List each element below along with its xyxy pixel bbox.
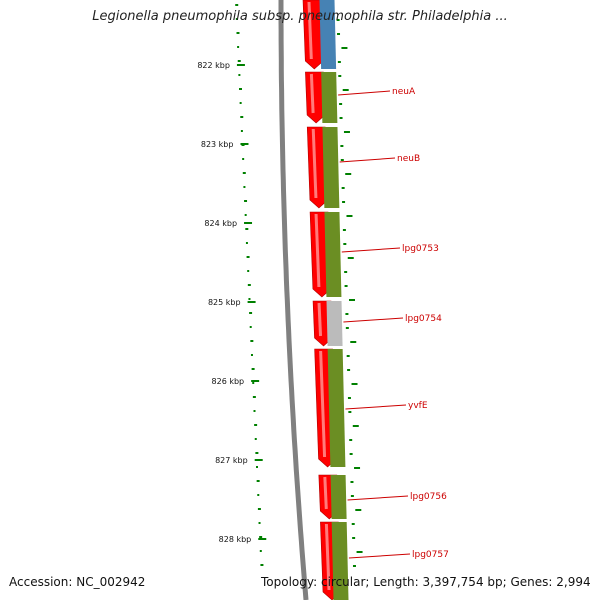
tick-label: 826 kbp [212,377,245,386]
tick-label: 822 kbp [197,61,230,70]
tick-label: 828 kbp [219,535,252,544]
cds-highlight [314,213,321,288]
gene-leader-line [347,495,409,501]
cds-highlight [324,523,331,591]
backbone-ring [278,0,309,600]
gene-label-lpg0757[interactable]: lpg0757 [412,550,449,560]
gene-leader-line [341,247,401,253]
gene-label-lpg0753[interactable]: lpg0753 [402,244,439,254]
cds-arrow [302,0,324,70]
cds-arrow [305,71,326,124]
gene-leader-line [345,404,407,410]
cog-segment [331,522,349,600]
cds-highlight [317,302,323,337]
tick-label: 827 kbp [215,456,248,465]
cog-segment [330,475,347,519]
gene-label-neuA[interactable]: neuA [392,87,416,97]
gene-leader-line [348,553,411,559]
accession-text: Accession: NC_002942 [9,575,146,589]
cds-highlight [319,350,327,458]
gene-label-neuB[interactable]: neuB [397,154,420,164]
gene-leader-line [343,317,404,323]
cds-highlight [309,73,315,114]
map-title: Legionella pneumophila subsp. pneumophil… [92,9,508,24]
cog-segment [321,72,338,123]
tick-label: 823 kbp [201,140,234,149]
cds-highlight [307,1,313,60]
tick-label: 825 kbp [208,298,241,307]
tick-label: 824 kbp [204,219,237,228]
topology-text: Topology: circular; Length: 3,397,754 bp… [261,575,591,589]
cog-segment [324,212,342,297]
cog-segment [326,301,343,346]
gene-leader-line [338,90,391,96]
cog-segment [327,349,346,467]
cds-arrow [306,126,329,209]
gene-label-lpg0754[interactable]: lpg0754 [405,314,442,324]
cds-highlight [311,128,318,199]
gene-label-lpg0756[interactable]: lpg0756 [410,492,447,502]
gene-leader-line [339,157,396,163]
cds-highlight [323,476,328,510]
cog-segment [322,127,340,208]
cog-segment [319,0,337,69]
gene-label-yvfE[interactable]: yvfE [408,401,428,411]
